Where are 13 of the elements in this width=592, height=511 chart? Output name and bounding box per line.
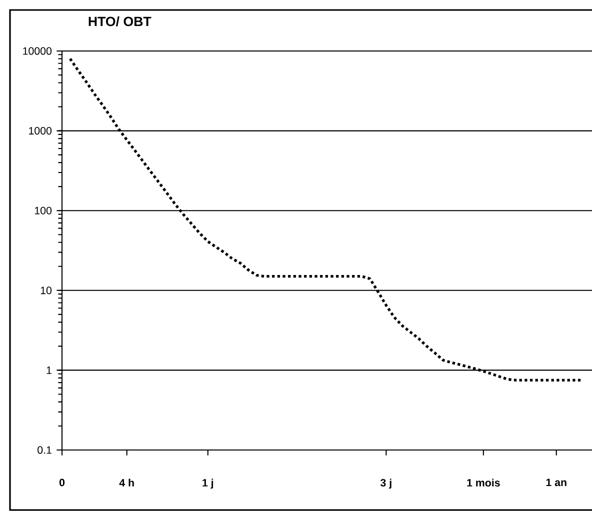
x-tick-label: 1 j bbox=[202, 478, 214, 489]
x-tick-label: 1 an bbox=[546, 478, 566, 486]
y-tick-label: 10 bbox=[40, 286, 52, 294]
chart-title: HTO/ OBT bbox=[88, 16, 152, 26]
x-tick-label: 3 j bbox=[380, 478, 392, 489]
y-tick-label: 1 bbox=[46, 366, 52, 374]
x-tick-label: 0 bbox=[59, 478, 65, 486]
x-tick-label: 1 mois bbox=[467, 478, 500, 487]
y-tick-label: 100 bbox=[34, 206, 52, 214]
y-tick-label: 0.1 bbox=[38, 446, 52, 454]
y-tick-label: 1000 bbox=[29, 127, 52, 135]
x-tick-label: 4 h bbox=[119, 478, 134, 486]
y-tick-label: 10000 bbox=[23, 47, 52, 55]
